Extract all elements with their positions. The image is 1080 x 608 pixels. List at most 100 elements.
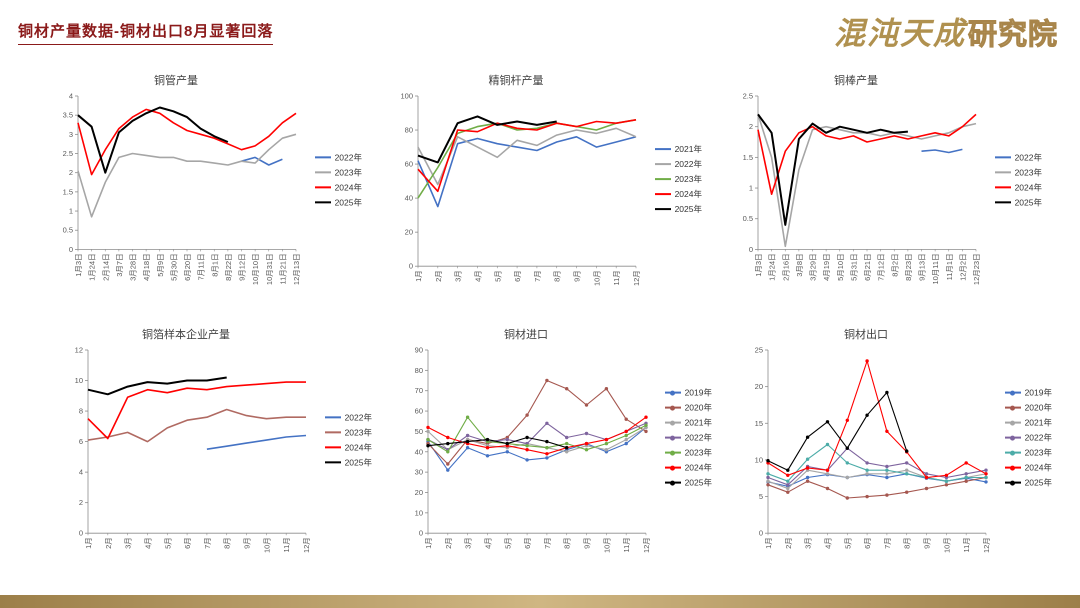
x-tick-label: 8月 <box>553 270 562 282</box>
series-marker <box>924 472 929 476</box>
series-marker <box>786 490 790 494</box>
series-marker <box>604 387 609 391</box>
legend-label: 2023年 <box>684 447 712 458</box>
legend-label: 2024年 <box>684 462 712 473</box>
series-marker <box>565 446 569 450</box>
y-tick-label: 8 <box>79 407 83 416</box>
series-marker <box>485 446 490 450</box>
series-marker <box>465 439 470 444</box>
copper-foil-plot: 0 2 4 6 8 10 12 1月 2月 3月 4月 5月 6月 7月 8月 9月 10月 11月 12月 <box>75 346 311 554</box>
x-tick-label: 3月28日 <box>129 253 138 281</box>
chart-copper-tube-output: 铜管产量 0 0.5 1 1.5 2 2.5 3 3.5 4 1月3日 1月24日 2月14日 3月7日… <box>50 72 362 293</box>
legend-marker-dot <box>670 390 676 396</box>
refined-copper-rod-plot: 0 20 40 60 80 100 1月 2月 3月 4月 5月 6月 7月 8月 9月 10月 11月 12月 <box>400 92 641 287</box>
x-tick-label: 12月 <box>302 537 311 553</box>
x-tick-label: 4月 <box>144 537 153 549</box>
series-marker <box>505 450 509 454</box>
y-tick-label: 10 <box>75 376 83 385</box>
series-marker <box>905 461 909 465</box>
series-line-2022年 <box>241 156 283 166</box>
legend-swatch <box>1004 405 1021 411</box>
chart-legend: 2022年 2023年 2024年 2025年 <box>314 148 362 211</box>
series-marker <box>545 452 549 456</box>
x-tick-label: 3月29日 <box>809 253 818 281</box>
chart-title: 铜棒产量 <box>834 75 878 87</box>
legend-swatch <box>1004 420 1021 426</box>
legend-item: 2023年 <box>994 166 1042 178</box>
series-marker <box>865 359 869 363</box>
series-marker <box>885 475 889 480</box>
series-marker <box>944 479 949 483</box>
x-tick-label: 6月21日 <box>863 253 872 281</box>
legend-label: 2024年 <box>1024 462 1052 473</box>
series-line-2024年 <box>417 119 637 193</box>
series-line-2024年 <box>87 381 306 440</box>
x-tick-label: 5月 <box>163 537 172 549</box>
series-marker <box>584 403 589 407</box>
x-tick-label: 4月 <box>484 537 493 549</box>
series-marker <box>865 413 869 417</box>
legend-label: 2025年 <box>1014 196 1042 207</box>
series-marker <box>865 472 869 476</box>
series-marker <box>786 483 790 487</box>
series-marker <box>845 496 849 500</box>
legend-swatch <box>994 170 1011 173</box>
chart-copper-imports: 铜材进口 0 10 20 30 40 50 60 70 80 90 1月 2月 3月 4月 5月 6月 7月 8月… <box>400 326 712 560</box>
series-line-2024年 <box>767 360 987 479</box>
y-tick-label: 100 <box>400 92 413 101</box>
y-tick-label: 60 <box>405 160 413 169</box>
x-tick-label: 1月 <box>424 537 433 549</box>
series-marker <box>805 475 810 480</box>
logo-text-brand: 混沌天成 <box>833 16 966 51</box>
legend-marker-dot <box>1010 420 1016 426</box>
series-marker <box>766 459 770 463</box>
legend-swatch <box>314 200 331 203</box>
legend-label: 2025年 <box>674 203 702 214</box>
x-tick-label: 7月 <box>543 537 552 549</box>
series-marker <box>805 457 810 461</box>
logo: 混沌天成 研究院 <box>834 8 1058 53</box>
footer-bar <box>0 595 1080 608</box>
chart-legend: 2021年 2022年 2023年 2024年 2025年 <box>654 140 702 218</box>
series-marker <box>984 475 988 480</box>
series-marker <box>944 483 949 487</box>
legend-marker-dot <box>1010 450 1016 456</box>
y-tick-label: 1.5 <box>63 187 73 196</box>
x-tick-label: 12月 <box>982 537 991 553</box>
series-marker <box>786 473 790 477</box>
legend-swatch <box>1004 480 1021 486</box>
series-marker <box>865 468 869 472</box>
y-tick-label: 0 <box>79 529 83 538</box>
legend-label: 2024年 <box>1014 181 1042 192</box>
series-marker <box>545 456 549 460</box>
legend-label: 2023年 <box>674 173 702 184</box>
series-marker <box>446 450 450 454</box>
legend-item: 2024年 <box>314 181 362 193</box>
y-tick-label: 3 <box>69 130 73 139</box>
series-marker <box>964 472 968 476</box>
legend-marker-dot <box>670 420 676 426</box>
series-marker <box>786 479 790 483</box>
y-tick-label: 50 <box>415 427 423 436</box>
x-tick-label: 6月 <box>183 537 192 549</box>
x-tick-label: 8月1日 <box>210 253 219 276</box>
series-marker <box>525 413 529 417</box>
x-tick-label: 12月23日 <box>972 253 981 285</box>
series-line-2022年 <box>417 127 637 186</box>
y-tick-label: 20 <box>405 228 413 237</box>
series-marker <box>786 468 790 472</box>
legend-item: 2022年 <box>314 151 362 163</box>
legend-label: 2025年 <box>344 457 372 468</box>
legend-item: 2019年 <box>1004 387 1052 399</box>
x-tick-label: 8月 <box>563 537 572 549</box>
x-tick-label: 5月 <box>493 270 502 282</box>
x-tick-label: 7月12日 <box>877 253 886 281</box>
series-marker <box>584 431 589 436</box>
series-marker <box>905 472 909 476</box>
series-marker <box>805 466 810 470</box>
legend-swatch <box>654 162 671 165</box>
legend-item: 2025年 <box>324 456 372 468</box>
y-tick-label: 2.5 <box>63 149 73 158</box>
x-tick-label: 1月 <box>764 537 773 549</box>
legend-swatch <box>664 480 681 486</box>
